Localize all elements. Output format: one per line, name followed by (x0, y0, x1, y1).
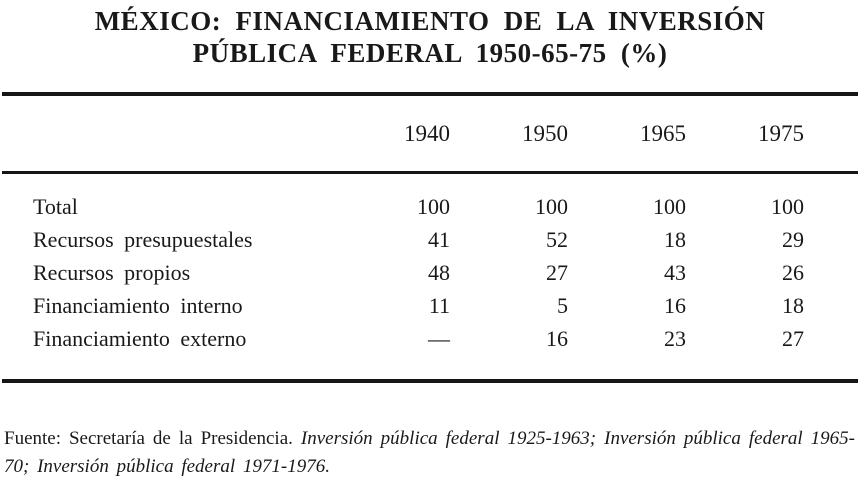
cell-value: 16 (546, 326, 568, 351)
cell-value: 100 (535, 194, 568, 219)
cell-value: 27 (782, 326, 804, 351)
table-header-row: 1940 1950 1965 1975 (2, 96, 858, 171)
column-header-1950: 1950 (522, 120, 568, 146)
column-header-1940: 1940 (404, 120, 450, 146)
row-label: Recursos presupuestales (33, 227, 253, 252)
row-label: Financiamiento interno (33, 293, 243, 318)
table-rule-bottom (2, 379, 858, 383)
row-label: Financiamiento externo (33, 326, 247, 351)
column-header-1975: 1975 (758, 120, 804, 146)
cell-value: 27 (546, 260, 568, 285)
table-row-total: Total 100 100 100 100 (2, 190, 858, 223)
row-label: Recursos propios (33, 260, 191, 285)
source-works: Inversión pública federal 1925-1963; Inv… (4, 428, 855, 477)
cell-value: 18 (664, 227, 686, 252)
cell-value: 43 (664, 260, 686, 285)
cell-value: 16 (664, 293, 686, 318)
table-body: Total 100 100 100 100 Recursos presupues… (2, 190, 858, 355)
cell-value: 100 (771, 194, 804, 219)
table-title: MÉXICO: FINANCIAMIENTO DE LA INVERSIÓN P… (0, 5, 860, 69)
table-row-recursos-propios: Recursos propios 48 27 43 26 (2, 256, 858, 289)
cell-value: 29 (782, 227, 804, 252)
table-row-financiamiento-interno: Financiamiento interno 11 5 16 18 (2, 289, 858, 322)
source-prefix: Fuente: Secretaría de la Presidencia. (4, 428, 293, 449)
cell-value: 18 (782, 293, 804, 318)
cell-value: — (428, 326, 450, 351)
table-rule-top (2, 92, 858, 96)
row-label: Total (33, 194, 78, 219)
table-title-line-2: PÚBLICA FEDERAL 1950-65-75 (%) (192, 38, 668, 68)
cell-value: 48 (428, 260, 450, 285)
cell-value: 52 (546, 227, 568, 252)
cell-value: 11 (428, 293, 450, 318)
table-row-financiamiento-externo: Financiamiento externo — 16 23 27 (2, 322, 858, 355)
cell-value: 41 (428, 227, 450, 252)
table-row-recursos-presupuestales: Recursos presupuestales 41 52 18 29 (2, 223, 858, 256)
table-rule-middle (2, 171, 858, 174)
cell-value: 100 (417, 194, 450, 219)
column-header-1965: 1965 (640, 120, 686, 146)
cell-value: 23 (664, 326, 686, 351)
cell-value: 100 (653, 194, 686, 219)
source-note: Fuente: Secretaría de la Presidencia. In… (4, 425, 855, 481)
cell-value: 26 (782, 260, 804, 285)
cell-value: 5 (557, 293, 568, 318)
table-title-line-1: MÉXICO: FINANCIAMIENTO DE LA INVERSIÓN (94, 6, 766, 36)
